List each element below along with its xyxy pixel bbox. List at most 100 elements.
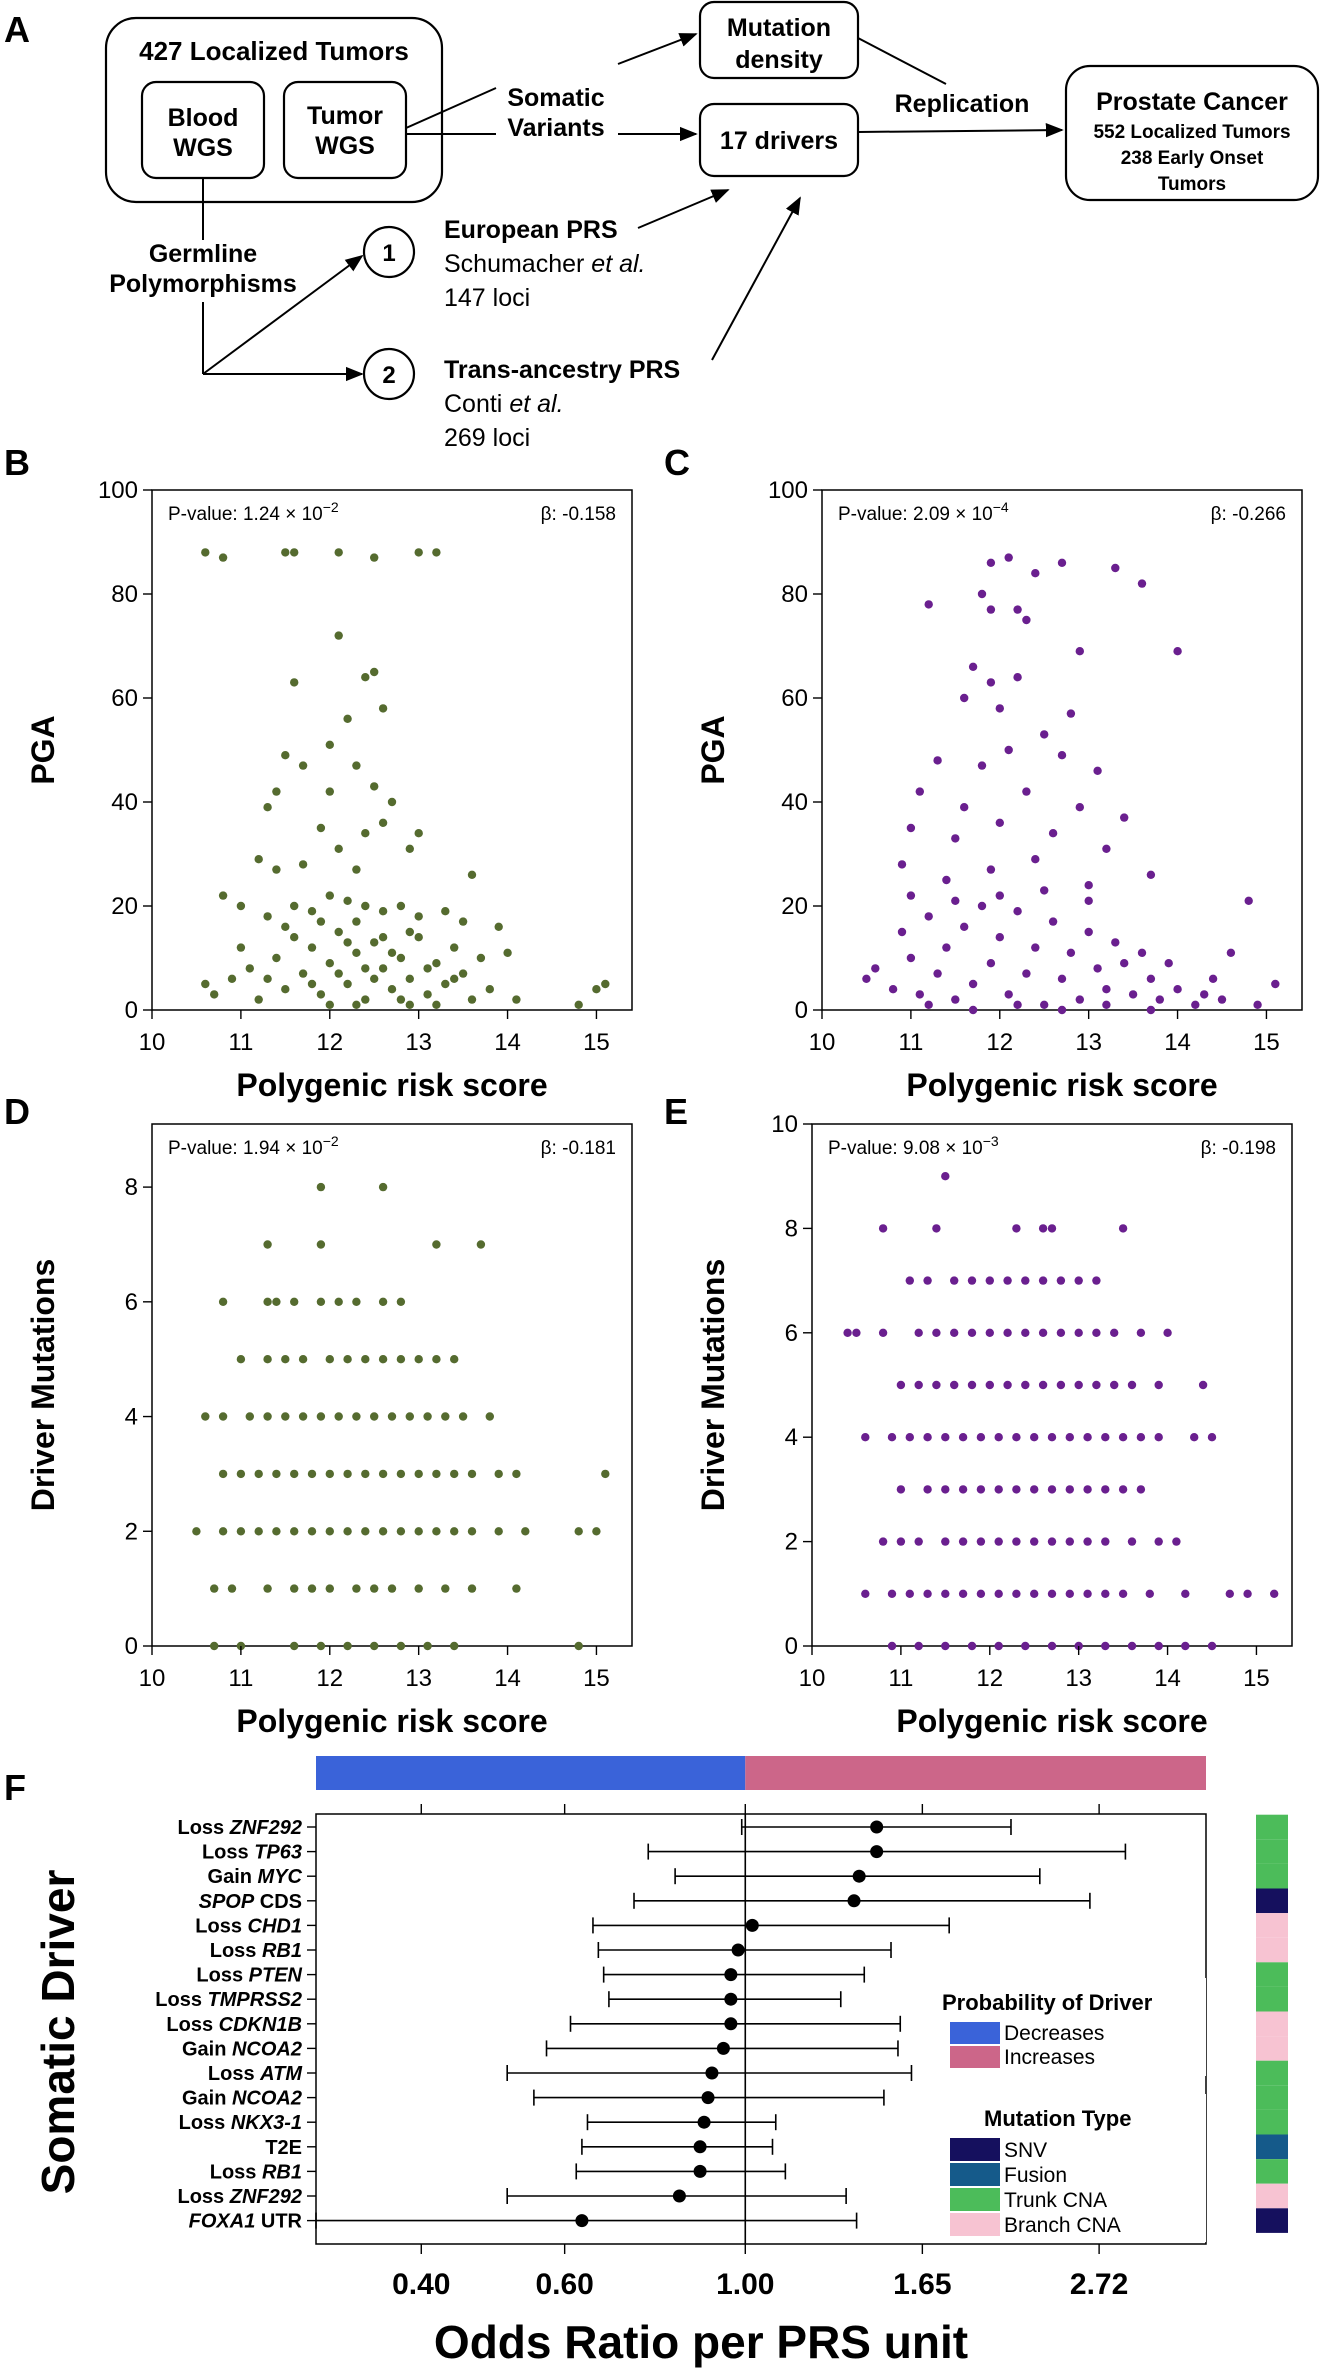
- data-point: [378, 1527, 388, 1536]
- step-1-label: 1: [382, 240, 395, 267]
- y-tick-label: 6: [785, 1320, 798, 1347]
- driver-label-pre: Loss: [178, 1817, 230, 1839]
- data-point: [1021, 1380, 1030, 1390]
- driver-label-gene: RB1: [262, 1940, 302, 1962]
- x-tick-label: 11: [228, 1029, 253, 1056]
- connector-tumor-somatic-1: [405, 87, 497, 129]
- data-point: [290, 1584, 299, 1593]
- data-point: [414, 1527, 423, 1536]
- data-point: [1065, 1589, 1075, 1599]
- x-tick-label: 13: [1075, 1029, 1102, 1056]
- driver-label: Gain NCOA2: [182, 2088, 302, 2110]
- data-point: [1084, 927, 1093, 937]
- data-point: [1136, 1328, 1146, 1338]
- driver-label-gene: RB1: [262, 2161, 302, 2183]
- data-point: [325, 787, 334, 796]
- driver-label-gene: ZNF292: [229, 2186, 302, 2208]
- data-point: [1191, 1000, 1200, 1009]
- data-point: [985, 1380, 994, 1390]
- data-point: [343, 1469, 352, 1479]
- data-point: [1040, 730, 1049, 739]
- x-tick-label: 10: [139, 1029, 166, 1056]
- data-point: [914, 1641, 923, 1651]
- x-tick-label: 14: [494, 1029, 521, 1056]
- data-point: [914, 1380, 923, 1390]
- data-point: [272, 1469, 281, 1479]
- data-point: [494, 1469, 503, 1479]
- data-point: [1040, 1000, 1049, 1009]
- data-point: [862, 974, 871, 983]
- data-point: [896, 1485, 906, 1494]
- y-tick-label: 40: [111, 789, 138, 816]
- data-point: [1127, 1380, 1137, 1390]
- data-point: [272, 787, 281, 796]
- x-tick-label: 14: [494, 1665, 521, 1692]
- data-point: [307, 1527, 317, 1536]
- data-point: [1066, 709, 1076, 718]
- data-point: [281, 985, 290, 994]
- data-point: [192, 1527, 201, 1536]
- driver-label-gene: PTEN: [249, 1965, 303, 1987]
- data-point: [218, 891, 228, 900]
- data-point: [263, 912, 272, 921]
- data-point: [977, 901, 987, 911]
- step-2-label: 2: [382, 362, 395, 389]
- data-point: [352, 1584, 361, 1593]
- data-point: [325, 891, 334, 900]
- data-point: [227, 974, 237, 983]
- plot-frame: [811, 1123, 1293, 1647]
- beta-annotation: β: -0.266: [1211, 504, 1286, 525]
- data-point: [923, 1485, 932, 1494]
- data-point: [441, 979, 450, 989]
- mutation-type-cell: [1256, 2109, 1288, 2135]
- panel-b-scatter: B 10 11 12 13 14 15 0 20 40 60 80 100 Polygenic risk …: [4, 442, 633, 1103]
- data-point: [878, 1537, 888, 1546]
- data-point: [976, 1537, 986, 1546]
- data-point: [1047, 1537, 1057, 1546]
- driver-label-post: CDS: [254, 1891, 302, 1913]
- driver-label-gene: CDKN1B: [219, 2014, 302, 2036]
- step-1-circle: [362, 225, 416, 279]
- odds-ratio-point: [716, 2041, 730, 2055]
- panel-letter-a: A: [4, 9, 30, 50]
- arrow-to-prostate: [857, 122, 1064, 138]
- data-point: [1111, 563, 1120, 573]
- data-point: [450, 943, 459, 952]
- data-point: [370, 782, 379, 791]
- data-point: [1021, 1641, 1030, 1651]
- driver-label-pre: Gain: [182, 2088, 232, 2110]
- legend-title: Probability of Driver: [942, 1990, 1153, 2015]
- driver-label-gene: ATM: [259, 2063, 303, 2085]
- germline-line2: Polymorphisms: [109, 270, 297, 298]
- data-point: [512, 1584, 521, 1593]
- data-point: [370, 1641, 379, 1651]
- odds-ratio-point: [724, 2017, 738, 2031]
- data-point: [476, 953, 486, 963]
- data-point: [334, 548, 343, 557]
- data-point: [245, 964, 254, 973]
- data-point: [871, 964, 880, 973]
- data-point: [1083, 1589, 1092, 1599]
- data-point: [467, 870, 477, 879]
- data-point: [967, 1276, 977, 1285]
- replication-label: Replication: [895, 90, 1030, 118]
- data-point: [923, 1433, 932, 1442]
- data-point: [263, 1412, 272, 1421]
- data-point: [1101, 1589, 1110, 1599]
- data-point: [960, 803, 969, 812]
- y-tick-label: 100: [768, 477, 808, 504]
- p-value-exponent: −4: [993, 499, 1009, 515]
- data-point: [1226, 948, 1236, 957]
- data-point: [281, 1355, 290, 1364]
- mutation-type-cell: [1256, 2011, 1288, 2037]
- y-tick-label: 0: [785, 1633, 798, 1660]
- odds-ratio-point: [693, 2140, 707, 2154]
- data-point: [1038, 1380, 1048, 1390]
- data-point: [396, 901, 406, 911]
- data-point: [405, 844, 414, 853]
- drivers-box: [698, 102, 860, 178]
- driver-label: Loss ATM: [208, 2063, 303, 2085]
- driver-label: Loss CHD1: [195, 1915, 302, 1937]
- beta-annotation: β: -0.158: [541, 504, 616, 525]
- data-point: [1066, 948, 1076, 957]
